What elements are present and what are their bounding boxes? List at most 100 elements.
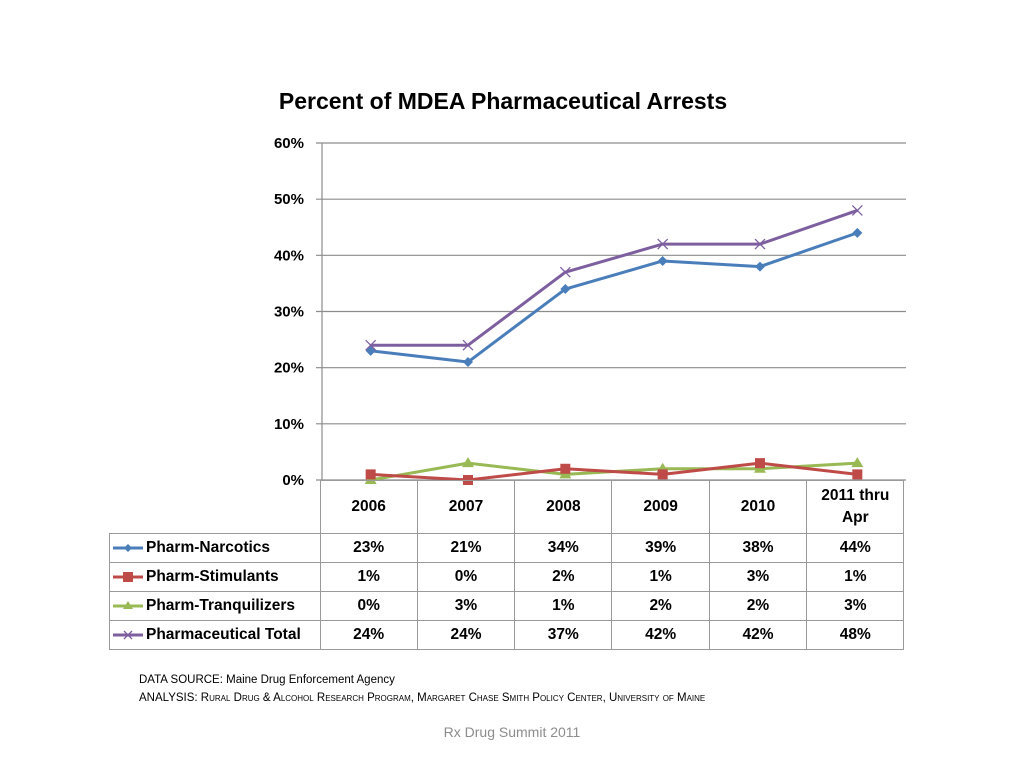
legend-key-diamond-icon <box>113 543 143 552</box>
data-label: 3% <box>708 562 808 592</box>
data-point-x <box>462 339 474 351</box>
analysis-credit: Rural Drug & Alcohol Research Program, M… <box>200 692 706 704</box>
data-label: 38% <box>708 533 808 563</box>
data-point-square <box>657 469 668 480</box>
gridlines <box>316 142 906 481</box>
data-point-square <box>123 571 133 582</box>
category-label: 2007 <box>448 498 484 515</box>
category-header-cell: 2009 <box>611 480 710 534</box>
data-label: 0% <box>319 591 418 621</box>
series-name: Pharm-Narcotics <box>146 539 271 556</box>
y-tick-label: 40% <box>274 247 304 264</box>
series-name: Pharm-Stimulants <box>146 568 279 585</box>
analysis-prefix: ANALYSIS: <box>139 692 201 704</box>
category-header-row: 2006 2007 2008 2009 2010 2011 thru Apr <box>109 480 905 534</box>
data-label: 1% <box>514 591 613 621</box>
data-point-x <box>123 630 133 640</box>
category-header-cell: 2008 <box>514 480 613 534</box>
category-label: Apr <box>841 509 869 526</box>
data-label: 24% <box>319 620 418 650</box>
data-point-triangle <box>851 457 864 468</box>
legend-cell: Pharmaceutical Total <box>109 620 321 650</box>
data-label: 39% <box>611 533 710 563</box>
series-name: Pharmaceutical Total <box>146 626 301 643</box>
header-corner <box>109 480 321 534</box>
data-point-x <box>754 238 766 250</box>
data-source-text: DATA SOURCE: Maine Drug Enforcement Agen… <box>139 674 395 686</box>
data-point-diamond <box>852 227 863 238</box>
legend-key-square-icon <box>113 571 143 582</box>
table-row: Pharmaceutical Total 24% 24% 37% 42% 42% 48% <box>109 620 905 650</box>
data-label: 48% <box>806 620 905 650</box>
source-note: DATA SOURCE: Maine Drug Enforcement Agen… <box>139 671 705 707</box>
category-header-cell: 2007 <box>416 480 516 534</box>
series-line <box>370 461 858 482</box>
data-point-square <box>852 469 863 480</box>
data-label: 2% <box>611 591 710 621</box>
data-point-square <box>560 463 571 474</box>
category-header-cell: 2006 <box>319 480 418 534</box>
data-label: 42% <box>708 620 808 650</box>
table-row: Pharm-Narcotics 23% 21% 34% 39% 38% 44% <box>109 533 905 563</box>
data-label: 1% <box>611 562 710 592</box>
data-point-triangle <box>462 457 474 468</box>
data-label: 2% <box>708 591 808 621</box>
data-label: 24% <box>416 620 516 650</box>
data-point-square <box>365 469 376 480</box>
data-label: 1% <box>806 562 905 592</box>
data-label: 2% <box>514 562 613 592</box>
y-tick-label: 50% <box>274 191 304 208</box>
footer-text: Rx Drug Summit 2011 <box>443 724 581 740</box>
data-label: 44% <box>806 533 905 563</box>
legend-cell: Pharm-Tranquilizers <box>109 591 321 621</box>
data-point-diamond <box>463 357 473 368</box>
data-point-diamond <box>124 543 132 552</box>
data-label: 3% <box>806 591 905 621</box>
y-tick-label: 20% <box>274 360 304 377</box>
data-label: 23% <box>319 533 418 563</box>
legend-key-x-icon <box>113 630 143 640</box>
data-point-diamond <box>560 284 571 295</box>
legend-cell: Pharm-Narcotics <box>109 533 321 563</box>
data-label: 1% <box>319 562 418 592</box>
y-tick-label: 30% <box>274 304 304 321</box>
category-label: 2006 <box>351 498 386 515</box>
data-label: 37% <box>514 620 613 650</box>
data-label: 3% <box>416 591 516 621</box>
data-point-diamond <box>755 261 765 272</box>
analysis-text: ANALYSIS: Rural Drug & Alcohol Research … <box>139 689 705 707</box>
data-label: 0% <box>416 562 516 592</box>
series-pharmaceutical-total <box>365 204 863 351</box>
series-name: Pharm-Tranquilizers <box>146 597 296 614</box>
y-tick-label: 10% <box>274 416 304 433</box>
data-point-diamond <box>657 255 668 266</box>
line-chart: 0%10%20%30%40%50%60% <box>274 135 906 489</box>
category-label: 2008 <box>546 498 581 515</box>
data-point-square <box>755 458 765 469</box>
legend-cell: Pharm-Stimulants <box>109 562 321 592</box>
category-label: 2009 <box>643 498 678 515</box>
y-axis-ticks: 0%10%20%30%40%50%60% <box>274 135 304 489</box>
data-point-x <box>851 204 863 216</box>
category-header-cell: 2011 thru Apr <box>806 480 905 534</box>
table-row: Pharm-Stimulants 1% 0% 2% 1% 3% 1% <box>109 562 905 592</box>
data-point-diamond <box>365 345 376 356</box>
table-row: Pharm-Tranquilizers 0% 3% 1% 2% 2% 3% <box>109 591 905 621</box>
category-label: 2011 thru <box>821 487 890 504</box>
data-label: 21% <box>416 533 516 563</box>
data-label: 42% <box>611 620 710 650</box>
data-point-x <box>365 339 377 351</box>
data-label: 34% <box>514 533 613 563</box>
category-label: 2010 <box>740 498 776 515</box>
data-point-x <box>657 238 669 250</box>
data-point-triangle <box>123 600 133 609</box>
chart-title: Percent of MDEA Pharmaceutical Arrests <box>278 88 728 114</box>
series-line <box>370 231 858 364</box>
legend-key-triangle-icon <box>113 600 143 609</box>
data-table: 2006 2007 2008 2009 2010 2011 thru Apr Pharm-N… <box>109 480 905 650</box>
y-tick-label: 60% <box>274 135 304 152</box>
series-lines <box>364 204 864 485</box>
data-point-x <box>559 266 571 278</box>
category-header-cell: 2010 <box>708 480 808 534</box>
series-line <box>370 208 858 347</box>
